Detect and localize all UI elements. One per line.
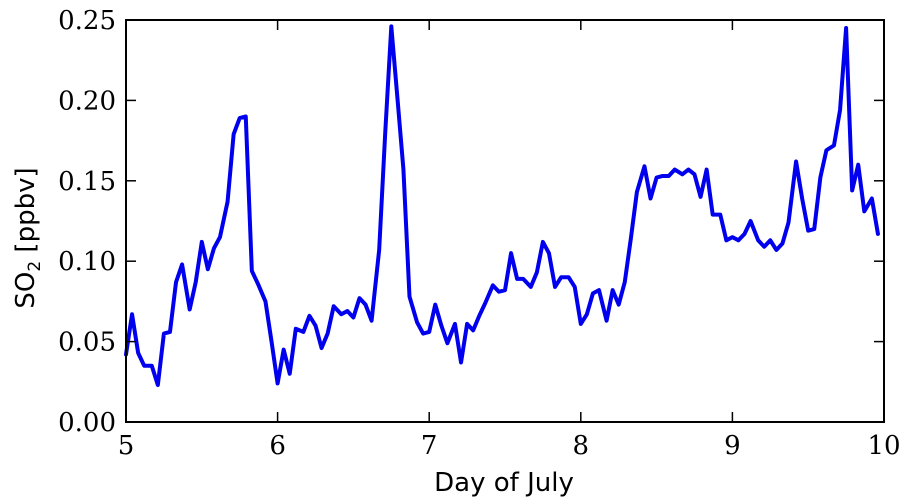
- y-tick-label: 0.15: [58, 167, 116, 197]
- x-tick-label: 6: [269, 431, 286, 461]
- plot-frame: [125, 19, 885, 423]
- y-axis-title: SO2 [ppbv]: [11, 167, 45, 308]
- y-tick-label: 0.05: [58, 328, 116, 358]
- y-tick-label: 0.20: [58, 86, 116, 116]
- x-tick-label: 8: [573, 431, 590, 461]
- y-tick-label: 0.25: [58, 6, 116, 36]
- y-axis-title-main: SO: [11, 272, 41, 309]
- y-tick-label: 0.00: [58, 408, 116, 438]
- svg-text:SO2 [ppbv]: SO2 [ppbv]: [11, 167, 45, 308]
- y-axis-title-unit: [ppbv]: [11, 167, 41, 260]
- y-tick-label: 0.10: [58, 247, 116, 277]
- data-series-line-0: [124, 24, 880, 388]
- x-tick-label: 9: [724, 431, 741, 461]
- x-axis-title: Day of July: [434, 468, 574, 498]
- x-tick-label: 7: [421, 431, 438, 461]
- y-axis-title-subscript: 2: [25, 261, 45, 272]
- x-tick-label: 10: [867, 431, 900, 461]
- x-tick-label: 5: [118, 431, 135, 461]
